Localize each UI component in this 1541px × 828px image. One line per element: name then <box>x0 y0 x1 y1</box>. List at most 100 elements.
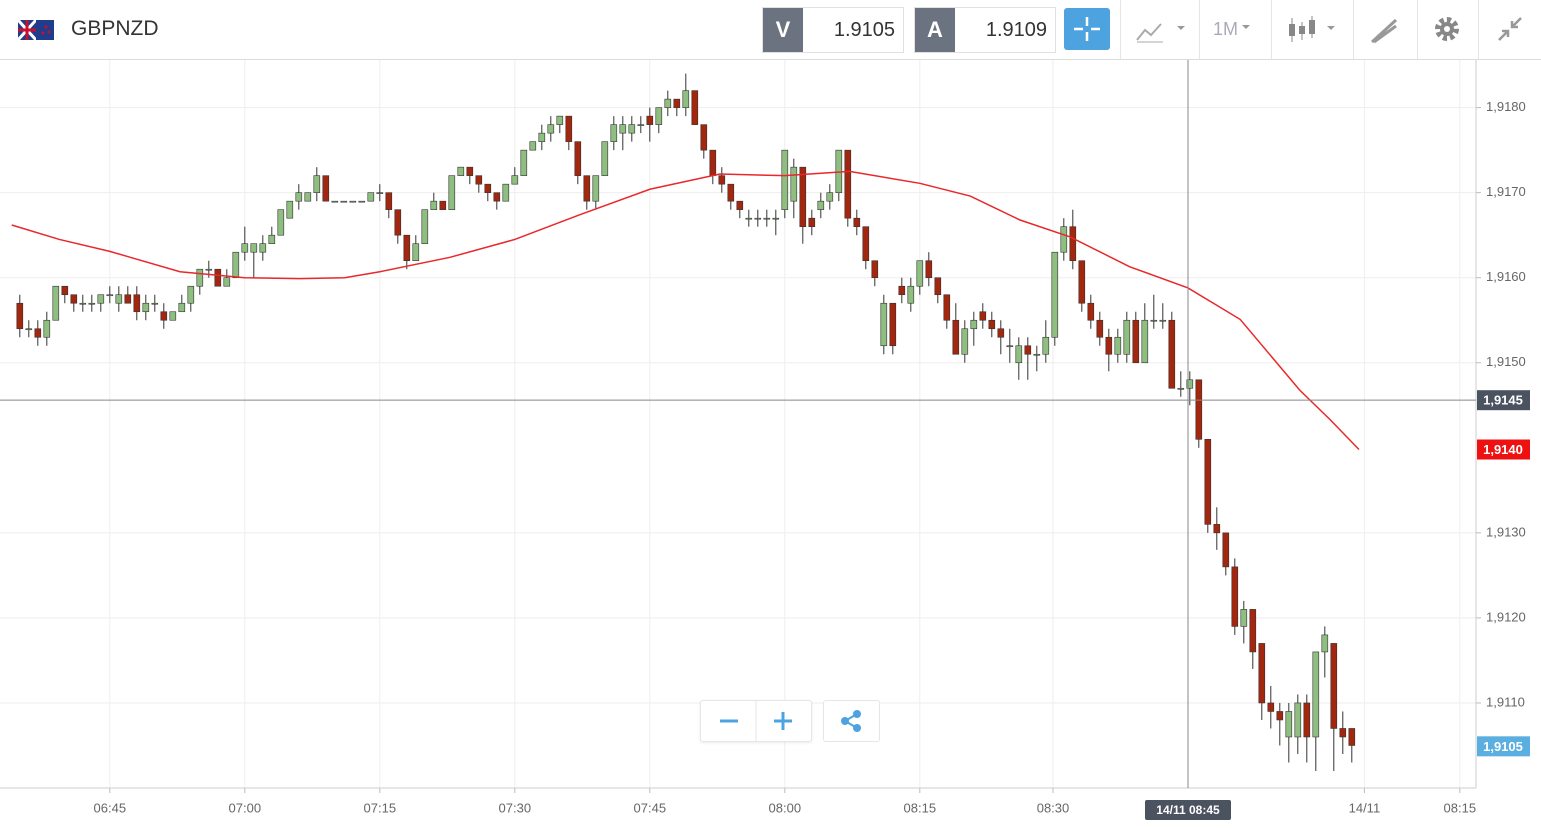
candle-body <box>709 149 717 176</box>
chart-type-button[interactable] <box>1135 18 1190 44</box>
candle-body <box>574 141 582 176</box>
candle-body <box>1051 251 1059 338</box>
candle-body <box>124 294 132 304</box>
candle-body <box>250 243 258 253</box>
candle-body <box>979 311 987 321</box>
candle-body <box>1033 353 1041 356</box>
x-tick-label: 08:15 <box>904 800 937 815</box>
candle-body <box>511 175 519 185</box>
candle-body <box>52 285 60 321</box>
candle-body <box>1141 319 1149 364</box>
candle-body <box>772 217 780 220</box>
candle-body <box>304 192 312 202</box>
candle-body <box>1267 702 1275 712</box>
candle-body <box>313 175 321 193</box>
settings-button[interactable] <box>1432 14 1462 44</box>
candle-body <box>817 200 825 210</box>
candle-body <box>628 124 636 134</box>
zoom-icons[interactable] <box>701 701 811 741</box>
candle-body <box>763 217 771 220</box>
candle-body <box>151 302 159 305</box>
candle-body <box>1123 319 1131 355</box>
candle-body <box>673 98 681 108</box>
candle-body <box>1195 379 1203 440</box>
plot-area <box>0 60 1476 788</box>
candle-body <box>1168 319 1176 389</box>
buy-button[interactable]: A 1.9109 <box>914 7 1056 53</box>
candle-body <box>1006 345 1014 348</box>
candle-body <box>340 200 348 203</box>
candle-body <box>70 294 78 304</box>
candle-body <box>223 277 231 287</box>
candle-body <box>601 141 609 176</box>
candle-body <box>799 166 807 227</box>
candle-body <box>430 200 438 210</box>
x-tick-label: 07:15 <box>364 800 397 815</box>
candle-body <box>898 285 906 296</box>
candle-body <box>133 294 141 313</box>
candle-body <box>196 268 204 287</box>
sell-label: V <box>763 8 803 52</box>
candle-body <box>358 200 366 203</box>
candle-body <box>403 234 411 262</box>
x-tick-label: 07:00 <box>229 800 262 815</box>
candle-body <box>754 217 762 220</box>
x-tick-label: 08:00 <box>769 800 802 815</box>
timeframe[interactable]: 1M <box>1213 19 1239 39</box>
candle-body <box>1204 439 1212 525</box>
share-button[interactable] <box>823 700 880 742</box>
symbol: GBPNZD <box>71 17 159 40</box>
candle-body <box>106 294 114 297</box>
candle-body <box>682 90 690 108</box>
y-tick-label: 1,9180 <box>1486 99 1526 114</box>
candle-body <box>1231 566 1239 627</box>
candle-body <box>808 217 816 227</box>
candle-body <box>1312 651 1320 738</box>
candle-body <box>1258 643 1266 704</box>
candle-body <box>970 319 978 330</box>
share-icon <box>841 710 861 732</box>
candle-body <box>1042 336 1050 355</box>
toolbar: GBPNZD V 1.9105 A 1.9109 1M <box>0 0 1541 60</box>
candle-body <box>1348 728 1356 746</box>
candle-body <box>1321 634 1329 653</box>
candle-body <box>214 268 222 287</box>
candle-body <box>1150 319 1158 322</box>
crosshair-button[interactable] <box>1064 8 1110 50</box>
candle-body <box>412 243 420 262</box>
candle-body <box>925 260 933 279</box>
y-tick-label: 1,9170 <box>1486 184 1526 199</box>
price-tag <box>1477 736 1530 757</box>
candle-body <box>583 175 591 202</box>
y-tick-label: 1,9160 <box>1486 269 1526 284</box>
draw-button[interactable] <box>1370 16 1400 46</box>
candle-body <box>646 115 654 125</box>
candle-body <box>952 319 960 355</box>
candle-body <box>331 200 339 203</box>
y-tick-label: 1,9150 <box>1486 354 1526 369</box>
candle-body <box>16 302 24 330</box>
candle-button[interactable] <box>1287 14 1342 46</box>
candle-body <box>862 226 870 262</box>
candle-body <box>232 251 240 279</box>
candle-body <box>880 302 888 347</box>
candle-body <box>34 328 42 338</box>
candle-body <box>115 294 123 304</box>
candle-body <box>43 319 51 338</box>
candle-body <box>1069 226 1077 262</box>
candle-body <box>1285 711 1293 738</box>
y-tick-label: 1,9120 <box>1486 609 1526 624</box>
candle-body <box>1078 260 1086 304</box>
sell-button[interactable]: V 1.9105 <box>762 7 904 53</box>
candle-body <box>241 243 249 253</box>
candle-body <box>727 183 735 202</box>
candle-body <box>691 90 699 125</box>
candle-body <box>187 285 195 304</box>
candle-body <box>322 175 330 202</box>
collapse-button[interactable] <box>1495 14 1525 44</box>
candle-body <box>1177 387 1185 390</box>
y-tick-label: 1,9110 <box>1486 694 1525 709</box>
candle-body <box>961 328 969 355</box>
